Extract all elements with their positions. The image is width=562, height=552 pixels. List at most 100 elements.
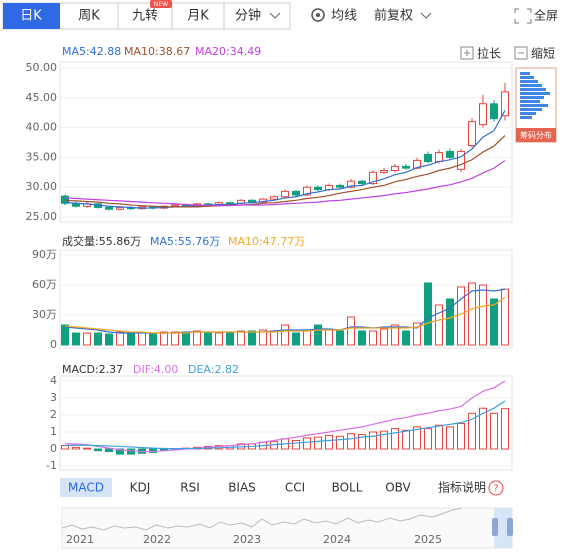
timeline-window[interactable] (494, 508, 512, 548)
candle-body (105, 206, 113, 210)
option[interactable]: 均线 (331, 9, 357, 24)
zoom-out-icon[interactable] (514, 46, 528, 60)
tab[interactable]: 九转 (132, 9, 158, 24)
macd-bar (402, 429, 410, 450)
zoom-in[interactable]: 拉长 (477, 46, 501, 61)
macd-bar (358, 434, 366, 450)
candle-body (314, 186, 322, 191)
volume-bar (105, 333, 113, 346)
volume-bar (380, 328, 388, 346)
legend-item: MA5:55.76万 (150, 235, 220, 248)
macd-bar (446, 426, 454, 450)
timeline-year: 2021 (66, 533, 94, 546)
candle-body (303, 186, 311, 196)
help-circle[interactable] (488, 480, 504, 496)
badge: NEW (154, 1, 168, 8)
badge-bg (150, 0, 172, 8)
macd-bar (380, 430, 388, 450)
volume-frame (59, 249, 513, 349)
y-tick-label: 30.00 (26, 180, 58, 193)
y-tick-label: 35.00 (26, 150, 58, 163)
indicator-tab[interactable]: CCI (285, 481, 305, 495)
y-tick-label: -1 (46, 459, 57, 472)
candle-body (226, 202, 234, 205)
timeline-handle[interactable] (492, 518, 498, 536)
macd-bar (479, 407, 487, 450)
y-tick-label: 50.00 (26, 61, 58, 74)
volume-bar (226, 332, 234, 346)
volume-bar (182, 331, 190, 346)
zoom-out[interactable]: 缩短 (531, 46, 555, 61)
volume-bar (138, 332, 146, 346)
indicator-tab[interactable]: KDJ (130, 481, 151, 495)
candle-body (490, 103, 498, 120)
macd-bar (391, 428, 399, 450)
volume-bar (292, 332, 300, 346)
price-frame (59, 61, 513, 223)
volume-bar (457, 286, 465, 346)
legend-item: MA5:42.88 (62, 45, 121, 58)
fullscreen-icon (514, 8, 532, 24)
ma-line (64, 159, 506, 207)
candle-body (270, 196, 278, 200)
candle-body (347, 180, 355, 188)
candle-body (116, 206, 124, 210)
candle-body (501, 91, 509, 117)
indicator-help[interactable]: 指标说明 (438, 480, 486, 495)
candle-body (369, 171, 377, 185)
chip-label-bg (516, 128, 556, 142)
candle-body (457, 150, 465, 170)
candle-body (380, 170, 388, 173)
ma-line (64, 135, 506, 208)
legend-item: DIF:4.00 (133, 363, 178, 376)
legend-item: MA10:47.77万 (228, 235, 305, 248)
y-tick-label: 4 (50, 374, 57, 387)
volume-bar (391, 324, 399, 346)
tab-active-bg (3, 3, 60, 29)
tab[interactable]: 分钟 (235, 8, 261, 24)
timeline-year: 2023 (233, 533, 261, 546)
volume-bar (336, 330, 344, 346)
macd-bar (94, 448, 102, 452)
indicator-tab[interactable]: RSI (180, 481, 200, 495)
y-tick-label: 60万 (32, 278, 57, 291)
volume-title: 成交量:55.86万 (62, 234, 141, 248)
macd-bar (347, 433, 355, 450)
y-tick-label: 40.00 (26, 121, 58, 134)
macd-bar (72, 446, 80, 450)
indicator-tab[interactable]: MACD (68, 481, 104, 495)
timeline-sparkline (61, 507, 463, 531)
candle-body (402, 165, 410, 169)
option[interactable]: 前复权 (374, 8, 413, 24)
macd-bar (325, 434, 333, 450)
fullscreen[interactable]: 全屏 (534, 8, 558, 23)
volume-bar (171, 331, 179, 346)
volume-bar (501, 288, 509, 346)
candle-body (171, 204, 179, 207)
chip-label[interactable]: 筹码分布 (520, 130, 552, 140)
tab[interactable]: 月K (187, 9, 209, 24)
macd-title: MACD:2.37 (62, 363, 123, 376)
legend-item: MA20:34.49 (195, 45, 261, 58)
zoom-in-icon[interactable] (460, 46, 474, 60)
y-tick-label: 3 (50, 391, 57, 404)
indicator-tab[interactable]: BOLL (332, 481, 363, 495)
volume-bar (446, 298, 454, 346)
volume-bar (490, 298, 498, 346)
volume-bar (281, 324, 289, 346)
tab[interactable]: 周K (78, 9, 100, 24)
volume-bar (72, 332, 80, 346)
volume-bar (61, 324, 69, 346)
y-tick-label: 2 (50, 408, 57, 421)
timeline-year: 2024 (323, 533, 351, 546)
volume-bar (325, 328, 333, 346)
ma-line (64, 296, 506, 334)
volume-bar (479, 284, 487, 346)
indicator-tab[interactable]: OBV (385, 481, 411, 495)
tab[interactable]: 日K (20, 9, 42, 24)
indicator-tab[interactable]: BIAS (228, 481, 256, 495)
timeline[interactable] (61, 507, 513, 549)
volume-bar (435, 304, 443, 346)
ma-line (64, 288, 506, 334)
timeline-handle[interactable] (507, 518, 513, 536)
